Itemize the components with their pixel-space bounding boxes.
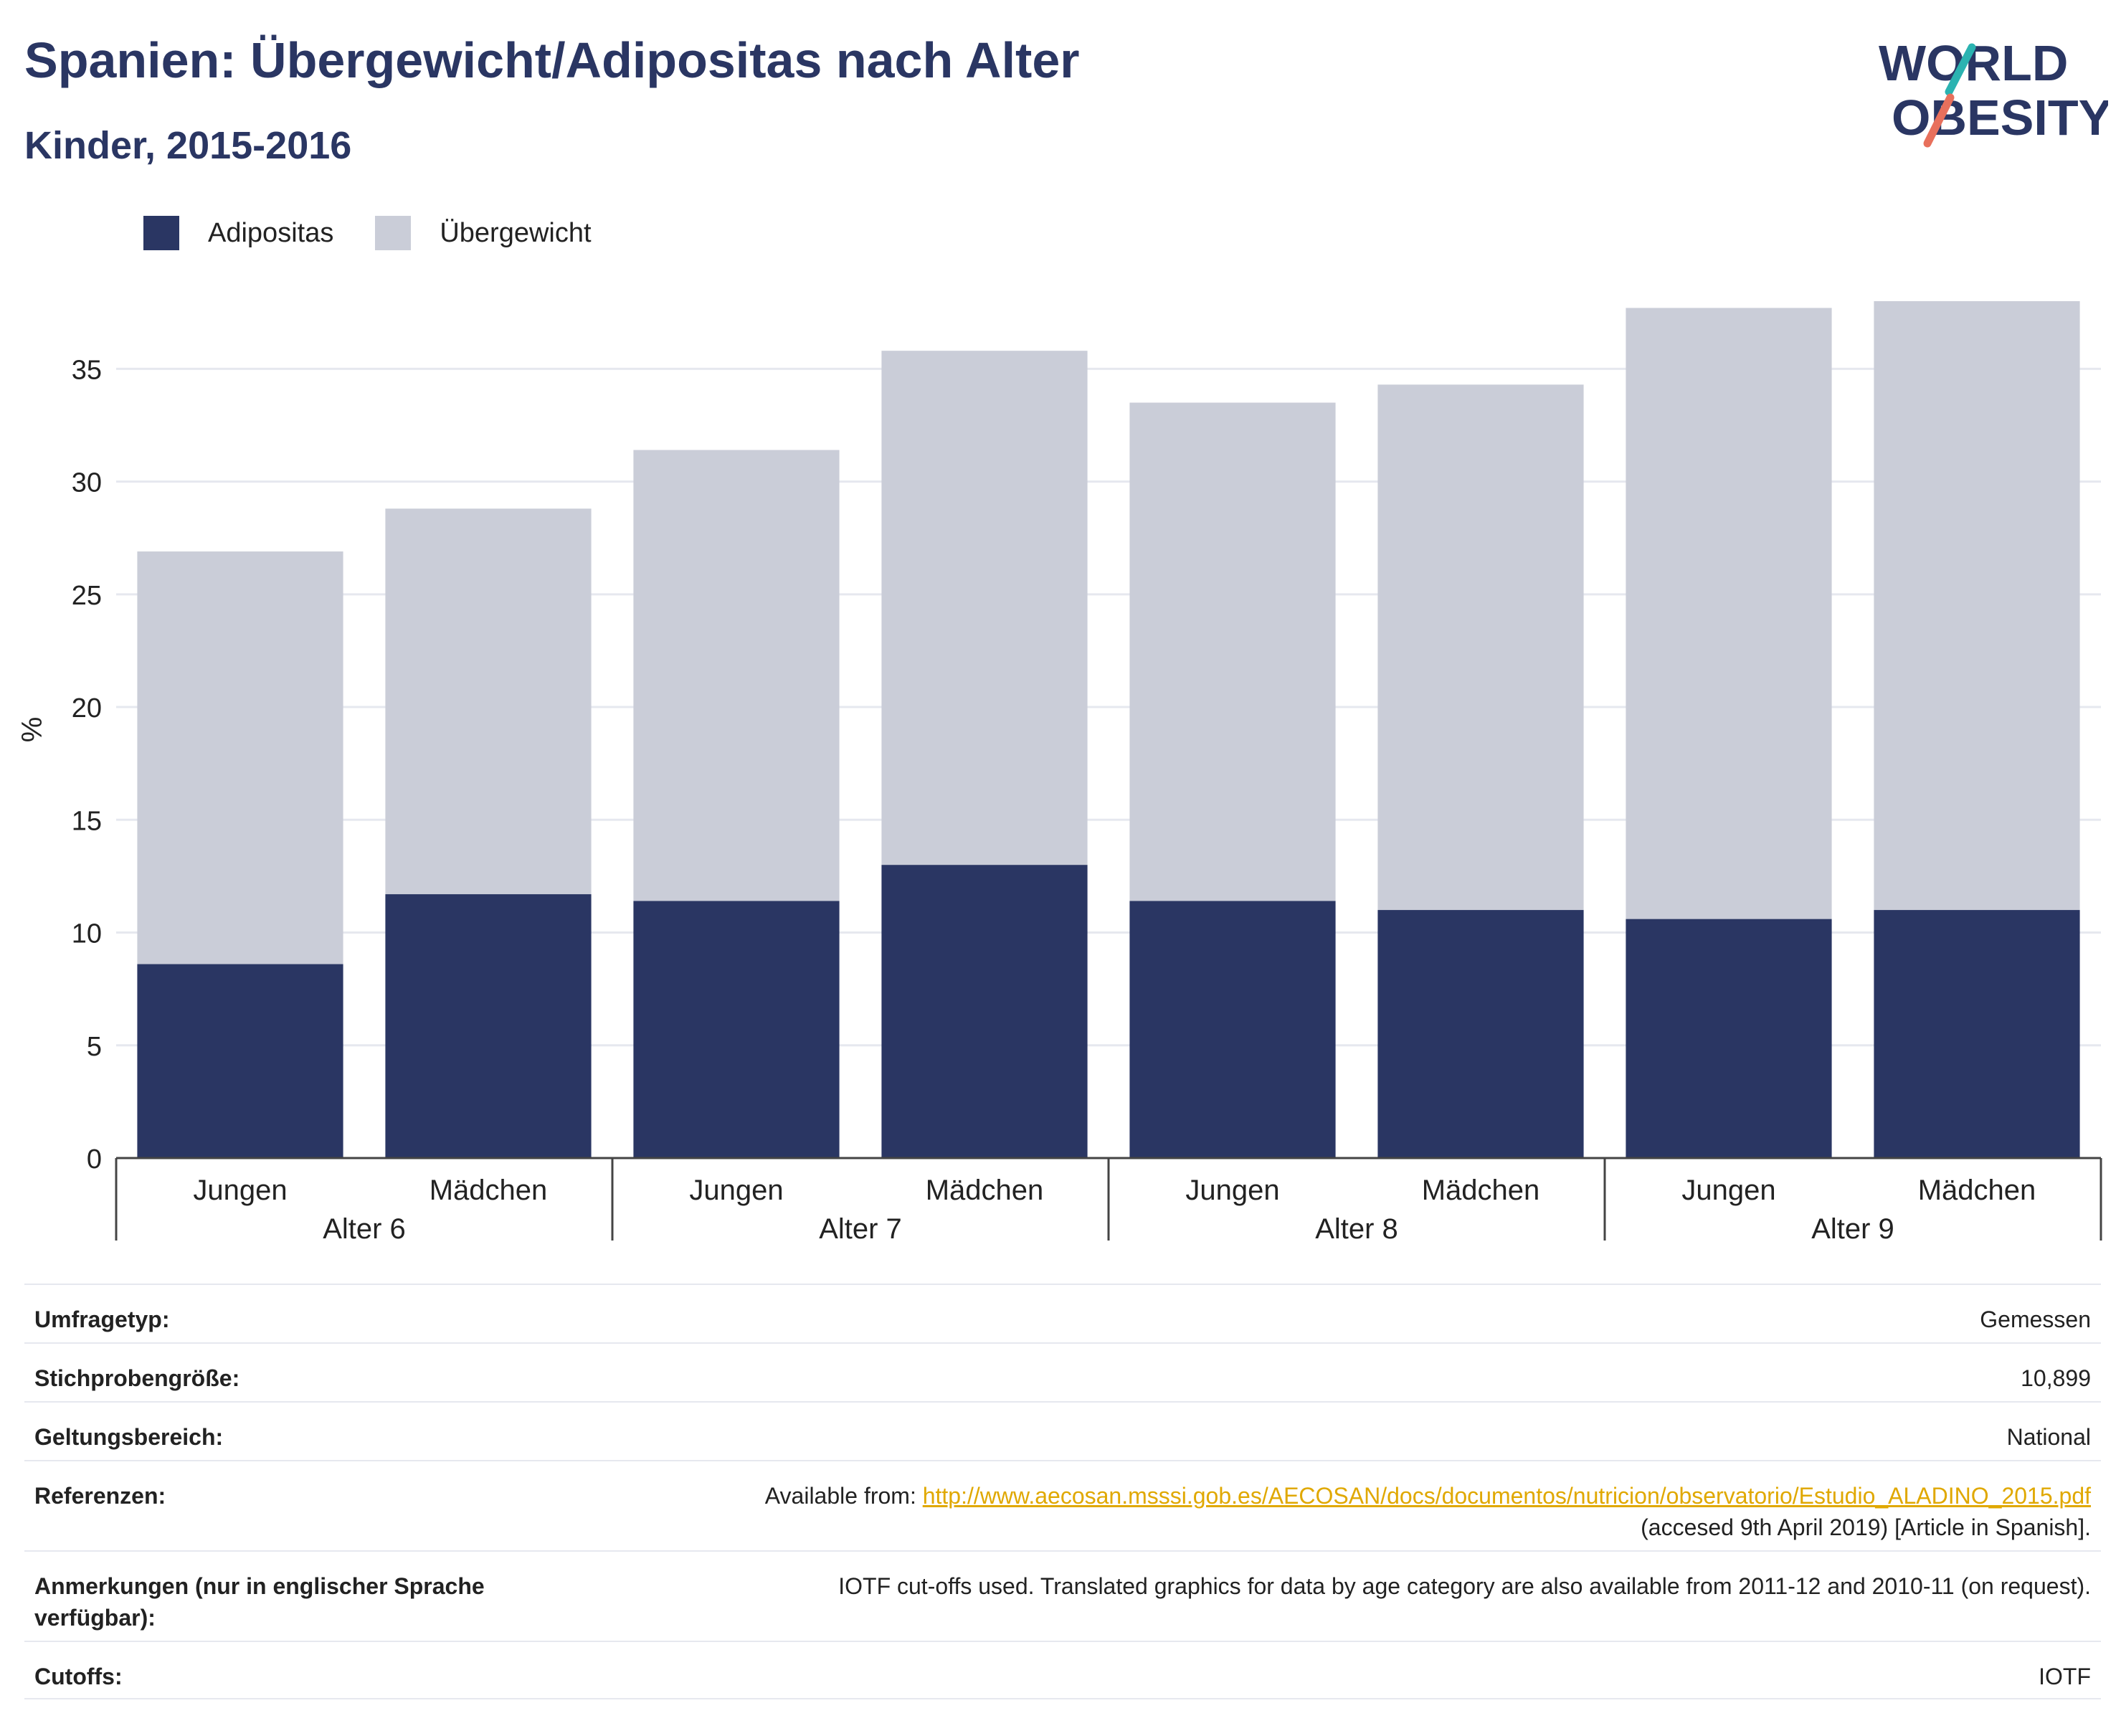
bar-uebergewicht xyxy=(1377,384,1584,911)
stacked-bar-chart: 0 5 10 15 20 25 30 35% Jungen Mädchen Jungen Mädch… xyxy=(16,301,2102,1245)
x-tick-label: Mädchen xyxy=(1422,1175,1540,1206)
bar-adipositas xyxy=(385,894,592,1158)
x-tick-label: Mädchen xyxy=(926,1175,1044,1206)
info-value: 10,899 xyxy=(2021,1365,2091,1391)
info-label: Referenzen: xyxy=(34,1483,166,1509)
info-label: Stichprobengröße: xyxy=(34,1365,240,1391)
legend-label-uebergewicht: Übergewicht xyxy=(440,217,592,248)
y-tick-label: 10 xyxy=(72,919,102,949)
info-value: IOTF cut-offs used. Translated graphics … xyxy=(838,1573,2091,1599)
reference-suffix: (accesed 9th April 2019) [Article in Spa… xyxy=(1641,1514,2091,1540)
logo-text-line2: OBESITY xyxy=(1892,90,2108,146)
info-label: Geltungsbereich: xyxy=(34,1424,224,1450)
x-tick-label: Mädchen xyxy=(430,1175,548,1206)
bar-adipositas xyxy=(1377,910,1584,1158)
group-label: Alter 7 xyxy=(819,1213,902,1245)
bar-adipositas xyxy=(633,901,840,1158)
bar-uebergewicht xyxy=(137,551,343,964)
reference-link[interactable]: http://www.aecosan.msssi.gob.es/AECOSAN/… xyxy=(922,1483,2091,1509)
bar-adipositas xyxy=(137,964,343,1158)
info-row-cutoffs: Cutoffs: IOTF xyxy=(24,1641,2101,1699)
bar-adipositas xyxy=(1626,919,1832,1158)
bars xyxy=(137,301,2080,1158)
bar-uebergewicht xyxy=(1129,402,1336,901)
logo-slash-coral xyxy=(1923,93,1955,148)
info-value: IOTF xyxy=(2039,1664,2091,1689)
bar-uebergewicht xyxy=(1874,301,2080,911)
group-label: Alter 8 xyxy=(1315,1213,1398,1245)
bar-adipositas xyxy=(1129,901,1336,1158)
info-row-umfragetyp: Umfragetyp: Gemessen xyxy=(24,1284,2101,1342)
info-row-anmerkungen: Anmerkungen (nur in englischer Sprache v… xyxy=(24,1550,2101,1641)
legend-swatch-adipositas xyxy=(143,216,179,250)
info-value-referenzen: Available from: http://www.aecosan.msssi… xyxy=(250,1480,2091,1550)
chart-subtitle: Kinder, 2015-2016 xyxy=(24,124,352,167)
info-value: Gemessen xyxy=(1980,1306,2091,1332)
legend-item-adipositas[interactable]: Adipositas xyxy=(143,216,333,250)
info-row-referenzen: Referenzen: Available from: http://www.a… xyxy=(24,1460,2101,1550)
y-tick-label: 30 xyxy=(72,468,102,498)
bar-adipositas xyxy=(1874,910,2080,1158)
chart-title: Spanien: Übergewicht/Adipositas nach Alt… xyxy=(24,32,1080,88)
y-tick-label: 25 xyxy=(72,581,102,611)
y-tick-label: 0 xyxy=(87,1144,102,1175)
y-tick-label: 5 xyxy=(87,1032,102,1062)
bar-uebergewicht xyxy=(881,351,1088,865)
logo-text-line1: WORLD xyxy=(1879,35,2068,91)
x-axis: Jungen Mädchen Jungen Mädchen Jungen Mädchen J… xyxy=(115,1157,2102,1245)
logo-slash-teal xyxy=(1945,43,1976,96)
x-tick-label: Jungen xyxy=(689,1175,783,1206)
legend: Adipositas Übergewicht xyxy=(143,214,633,252)
info-row-stichprobengroesse: Stichprobengröße: 10,899 xyxy=(24,1342,2101,1401)
x-tick-label: Jungen xyxy=(1681,1175,1775,1206)
info-label: Cutoffs: xyxy=(34,1664,123,1689)
group-label: Alter 6 xyxy=(323,1213,406,1245)
info-row-geltungsbereich: Geltungsbereich: National xyxy=(24,1401,2101,1460)
group-label: Alter 9 xyxy=(1811,1213,1894,1245)
y-tick-label: 20 xyxy=(72,693,102,724)
info-table: Umfragetyp: Gemessen Stichprobengröße: 1… xyxy=(24,1284,2101,1699)
y-axis-label: % xyxy=(16,717,48,743)
x-tick-label: Mädchen xyxy=(1918,1175,2036,1206)
bar-adipositas xyxy=(881,865,1088,1158)
info-label: Umfragetyp: xyxy=(34,1306,170,1332)
x-tick-label: Jungen xyxy=(193,1175,287,1206)
info-label: Anmerkungen (nur in englischer Sprache v… xyxy=(34,1573,485,1631)
info-value: National xyxy=(2006,1424,2091,1450)
y-axis: 0 5 10 15 20 25 30 35% xyxy=(16,355,102,1175)
legend-item-uebergewicht[interactable]: Übergewicht xyxy=(375,216,592,250)
bar-uebergewicht xyxy=(633,450,840,901)
bar-uebergewicht xyxy=(385,508,592,895)
reference-prefix: Available from: xyxy=(764,1483,923,1509)
y-tick-label: 15 xyxy=(72,806,102,836)
y-tick-label: 35 xyxy=(72,355,102,385)
bar-uebergewicht xyxy=(1626,308,1832,919)
legend-label-adipositas: Adipositas xyxy=(208,217,334,248)
legend-swatch-uebergewicht xyxy=(375,216,412,250)
x-tick-label: Jungen xyxy=(1185,1175,1279,1206)
world-obesity-logo: WORLD OBESITY xyxy=(1879,35,2108,148)
